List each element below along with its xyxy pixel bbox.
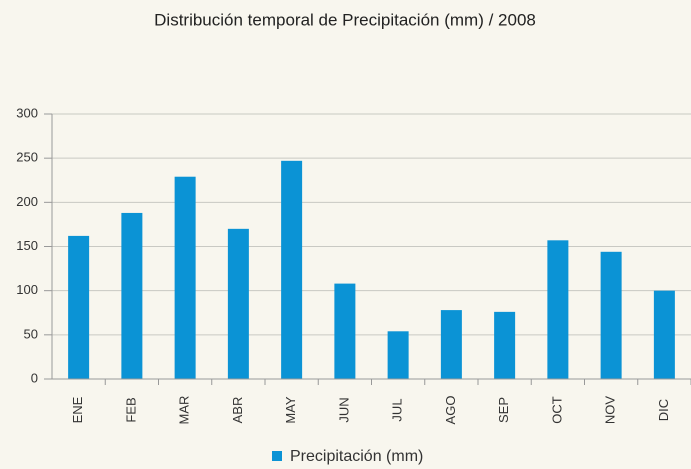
chart-title: Distribución temporal de Precipitación (… bbox=[154, 10, 536, 29]
x-tick-label: SEP bbox=[496, 397, 511, 423]
x-tick-label: ABR bbox=[230, 397, 245, 424]
y-tick-label: 50 bbox=[24, 326, 38, 341]
y-tick-label: 250 bbox=[16, 150, 38, 165]
bar bbox=[174, 176, 196, 379]
x-tick-label: NOV bbox=[603, 396, 618, 425]
y-tick-label: 100 bbox=[16, 282, 38, 297]
bar bbox=[600, 251, 622, 379]
x-tick-label: JUN bbox=[336, 397, 351, 422]
bar bbox=[121, 212, 143, 379]
y-tick-label: 300 bbox=[16, 105, 38, 120]
y-tick-label: 150 bbox=[16, 238, 38, 253]
y-tick-label: 200 bbox=[16, 194, 38, 209]
bar bbox=[547, 240, 569, 379]
x-tick-label: MAY bbox=[283, 396, 298, 424]
bar bbox=[440, 310, 462, 379]
x-tick-label: MAR bbox=[177, 396, 192, 425]
x-tick-label: OCT bbox=[549, 396, 564, 424]
y-tick-label: 0 bbox=[31, 370, 38, 385]
x-tick-label: FEB bbox=[123, 397, 138, 422]
x-tick-label: ENE bbox=[70, 396, 85, 423]
bar bbox=[494, 311, 516, 379]
bar bbox=[227, 228, 249, 379]
legend-label: Precipitación (mm) bbox=[290, 448, 423, 465]
bar bbox=[653, 290, 675, 379]
bar bbox=[334, 283, 356, 379]
bar bbox=[68, 235, 90, 379]
bar bbox=[387, 331, 409, 379]
legend-swatch bbox=[272, 451, 282, 461]
x-tick-label: AGO bbox=[443, 396, 458, 425]
bar bbox=[281, 160, 303, 379]
x-tick-label: DIC bbox=[656, 399, 671, 421]
x-tick-label: JUL bbox=[390, 398, 405, 421]
